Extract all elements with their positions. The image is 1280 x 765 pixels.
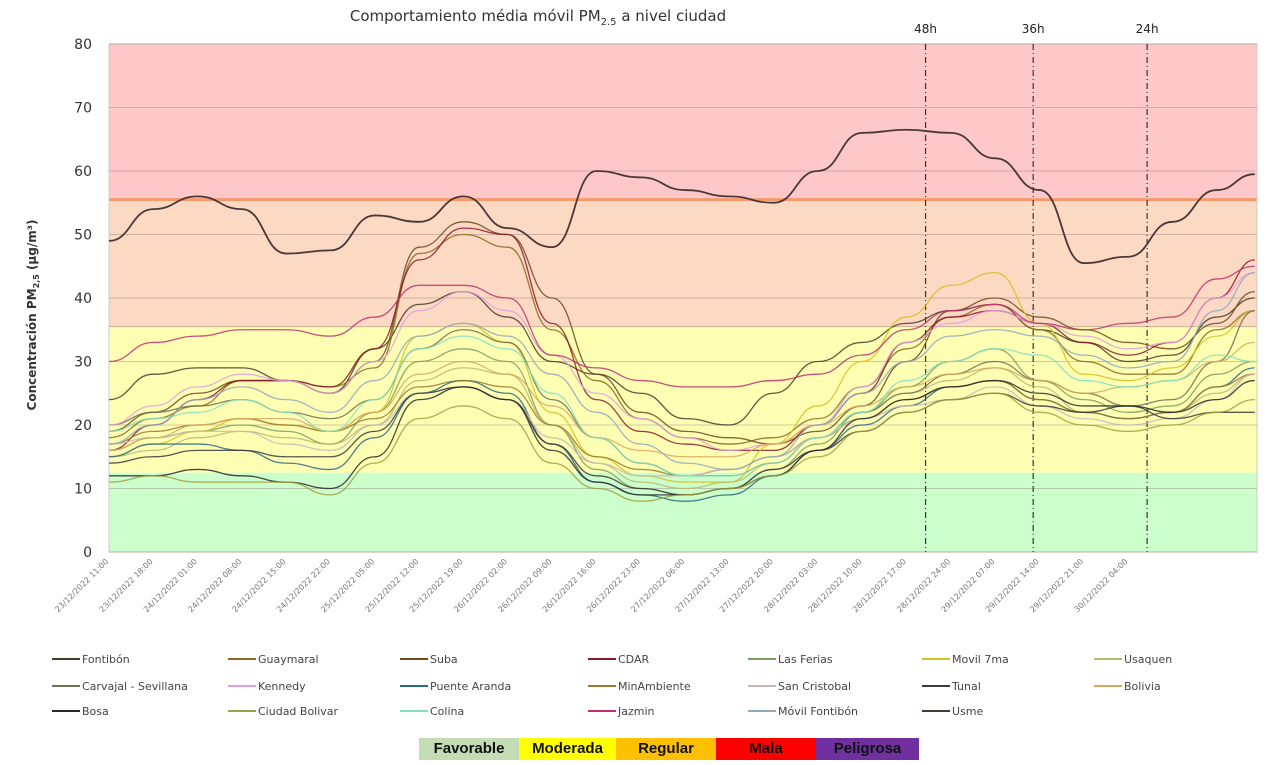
legend-item: Suba (400, 653, 458, 666)
y-tick-label: 30 (74, 355, 92, 371)
chart-title: Comportamiento média móvil PM2.5 a nivel… (350, 7, 726, 28)
legend-item: Las Ferias (748, 653, 833, 666)
legend-label: Jazmin (617, 705, 655, 718)
legend-label: Ciudad Bolivar (258, 705, 339, 718)
legend-item: Bolivia (1094, 680, 1161, 693)
legend-label: San Cristobal (778, 680, 851, 693)
series-line-usme (108, 128, 1255, 264)
legend-item: Fontibón (52, 653, 130, 666)
legend-item: Jazmin (588, 705, 655, 718)
legend-item: CDAR (588, 653, 649, 666)
band (109, 44, 1257, 200)
y-tick-label: 10 (74, 482, 92, 498)
category-regular: Regular (616, 738, 716, 760)
marker-label: 48h (914, 22, 937, 36)
pm25-line-chart: Comportamiento média móvil PM2.5 a nivel… (25, 7, 1258, 718)
category-mala: Mala (716, 738, 816, 760)
category-peligrosa: Peligrosa (816, 738, 919, 760)
legend-item: Colina (400, 705, 464, 718)
series-line-ciudad-bolivar (108, 392, 1255, 502)
y-tick-label: 20 (74, 418, 92, 434)
legend-label: Móvil Fontibón (778, 705, 858, 718)
legend-item: Carvajal - Sevillana (52, 680, 188, 693)
legend-item: Guaymaral (228, 653, 319, 666)
legend-label: Tunal (951, 680, 981, 693)
legend-label: Carvajal - Sevillana (82, 680, 188, 693)
band (109, 199, 1257, 327)
legend-item: Bosa (52, 705, 109, 718)
series-line-usaquen (108, 367, 1255, 490)
series-line-san-cristobal (108, 373, 1255, 477)
series-line-bolivia (108, 341, 1255, 458)
legend-label: Las Ferias (778, 653, 833, 666)
legend-item: Kennedy (228, 680, 306, 693)
legend-item: San Cristobal (748, 680, 851, 693)
marker-label: 24h (1136, 22, 1159, 36)
category-moderada: Moderada (519, 738, 616, 760)
series-line-cdar (108, 227, 1255, 452)
category-favorable: Favorable (419, 738, 519, 760)
plot-border (108, 43, 1258, 553)
series-line-m-vil-fontib-n (108, 271, 1255, 471)
y-tick-label: 80 (74, 37, 92, 53)
legend-label: CDAR (618, 653, 649, 666)
legend-label: Fontibón (82, 653, 130, 666)
series-line-colina (108, 335, 1255, 477)
series-line-tunal (108, 386, 1255, 496)
legend-label: Guaymaral (258, 653, 319, 666)
legend-item: Usme (922, 705, 983, 718)
y-tick-label: 70 (74, 101, 92, 117)
legend-label: Colina (430, 705, 464, 718)
series-line-jazmin (108, 265, 1255, 388)
band (109, 472, 1257, 552)
legend-label: Bosa (82, 705, 109, 718)
marker-label: 36h (1022, 22, 1045, 36)
legend-label: MinAmbiente (618, 680, 691, 693)
legend-item: Móvil Fontibón (748, 705, 858, 718)
legend-label: Usaquen (1124, 653, 1172, 666)
legend-item: Tunal (922, 680, 981, 693)
legend-item: MinAmbiente (588, 680, 691, 693)
y-tick-label: 0 (83, 545, 92, 561)
legend-label: Kennedy (258, 680, 306, 693)
category-bar: Favorable Moderada Regular Mala Peligrosa (419, 738, 919, 760)
legend-item: Usaquen (1094, 653, 1172, 666)
legend-label: Movil 7ma (952, 653, 1009, 666)
legend-item: Movil 7ma (922, 653, 1009, 666)
legend-label: Usme (952, 705, 983, 718)
legend-item: Puente Aranda (400, 680, 511, 693)
y-tick-label: 40 (74, 291, 92, 307)
y-tick-label: 50 (74, 228, 92, 244)
series-line-bosa (108, 379, 1255, 496)
y-tick-label: 60 (74, 164, 92, 180)
legend-label: Suba (430, 653, 458, 666)
legend-item: Ciudad Bolivar (228, 705, 339, 718)
series-line-kennedy (108, 271, 1255, 452)
legend-label: Bolivia (1124, 680, 1161, 693)
y-axis-label: Concentración PM2,5 (µg/m³) (25, 220, 41, 411)
legend-label: Puente Aranda (430, 680, 511, 693)
